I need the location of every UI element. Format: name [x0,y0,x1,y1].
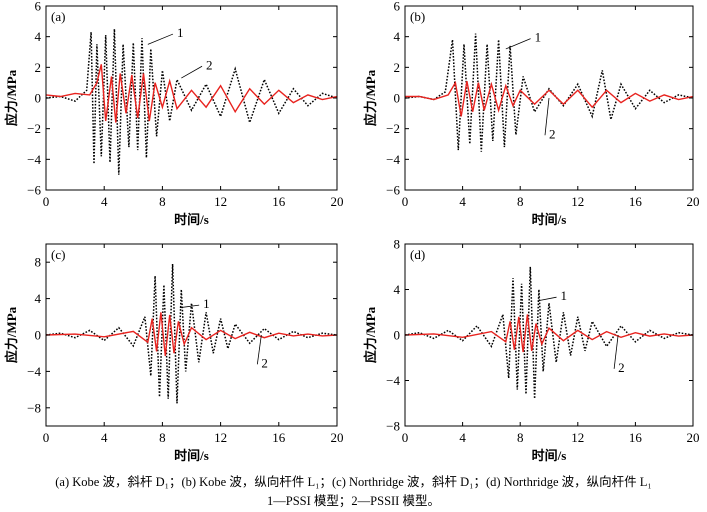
x-tick-label: 4 [459,430,466,445]
x-tick-label: 16 [272,194,286,209]
y-tick-label: −4 [27,364,41,379]
series-annotation-1: 1 [177,25,184,40]
x-tick-label: 12 [214,430,227,445]
y-tick-label: 0 [35,328,42,343]
y-tick-label: −6 [386,183,400,198]
y-tick-label: −4 [386,373,400,388]
x-tick-label: 8 [517,194,524,209]
y-tick-label: 4 [394,29,401,44]
x-tick-label: 0 [402,430,409,445]
x-tick-label: 0 [402,194,409,209]
y-tick-label: 6 [394,0,401,14]
y-tick-label: −6 [27,183,41,198]
y-tick-label: 6 [35,0,42,14]
series-annotation-1: 1 [535,30,542,45]
series-line-1 [405,266,693,399]
series-annotation-2: 2 [618,360,625,375]
annotation-leader-1 [179,304,200,309]
x-tick-label: 8 [159,194,166,209]
x-tick-label: 20 [687,430,700,445]
y-tick-label: 4 [35,29,42,44]
x-axis-label: 时间/s [174,212,209,227]
x-tick-label: 8 [517,430,524,445]
figure-caption-line-1: (a) Kobe 波，斜杆 D₁；(b) Kobe 波，纵向杆件 L₁；(c) … [55,475,652,489]
panel-label: (c) [51,247,65,262]
x-tick-label: 4 [101,194,108,209]
x-tick-label: 20 [331,430,344,445]
y-tick-label: −4 [27,152,41,167]
series-annotation-2: 2 [261,355,268,370]
y-axis-label: 应力/MPa [363,69,378,126]
x-tick-label: 4 [101,430,108,445]
y-axis-label: 应力/MPa [363,306,378,363]
y-tick-label: 0 [394,328,401,343]
y-tick-label: 4 [394,282,401,297]
y-tick-label: 2 [35,60,42,75]
annotation-leader-2 [613,334,619,369]
series-annotation-2: 2 [549,126,556,141]
x-tick-label: 20 [331,194,344,209]
y-tick-label: 0 [394,91,401,106]
y-tick-label: −4 [386,152,400,167]
x-tick-label: 12 [214,194,227,209]
y-axis-label: 应力/MPa [4,306,19,363]
annotation-leader-1 [147,33,174,45]
figure-caption-line-2: 1—PSSI 模型；2—PSSII 模型。 [267,494,440,508]
x-tick-label: 12 [571,430,584,445]
annotation-leader-2 [181,65,203,79]
series-annotation-1: 1 [561,288,568,303]
panel-label: (a) [51,9,65,24]
x-tick-label: 20 [687,194,700,209]
series-line-1 [46,263,337,404]
y-tick-label: −8 [27,400,41,415]
y-tick-label: 2 [394,60,401,75]
series-line-2 [405,314,693,353]
x-tick-label: 8 [159,430,166,445]
x-tick-label: 0 [43,194,50,209]
y-axis-label: 应力/MPa [4,69,19,126]
panel-label: (d) [410,247,425,262]
annotation-leader-2 [544,97,550,136]
x-tick-label: 16 [629,430,643,445]
y-tick-label: −8 [386,419,400,434]
x-tick-label: 4 [459,194,466,209]
x-tick-label: 12 [571,194,584,209]
series-annotation-2: 2 [206,57,213,72]
y-tick-label: 0 [35,91,42,106]
x-tick-label: 16 [272,430,286,445]
y-tick-label: 8 [394,237,401,252]
series-line-1 [46,28,337,175]
y-tick-label: −2 [386,121,400,136]
x-tick-label: 0 [43,430,50,445]
annotation-leader-2 [256,334,262,365]
x-axis-label: 时间/s [532,448,567,463]
y-tick-label: −2 [27,121,41,136]
series-annotation-1: 1 [203,296,210,311]
series-line-2 [405,80,693,117]
y-tick-label: 8 [35,255,42,270]
series-line-2 [46,312,337,356]
x-axis-label: 时间/s [532,212,567,227]
panel-label: (b) [410,9,425,24]
x-tick-label: 16 [629,194,643,209]
annotation-leader-1 [505,38,531,50]
annotation-leader-1 [537,296,557,302]
x-axis-label: 时间/s [174,448,209,463]
series-line-2 [46,64,337,123]
y-tick-label: 4 [35,291,42,306]
plot-frame [45,5,338,191]
